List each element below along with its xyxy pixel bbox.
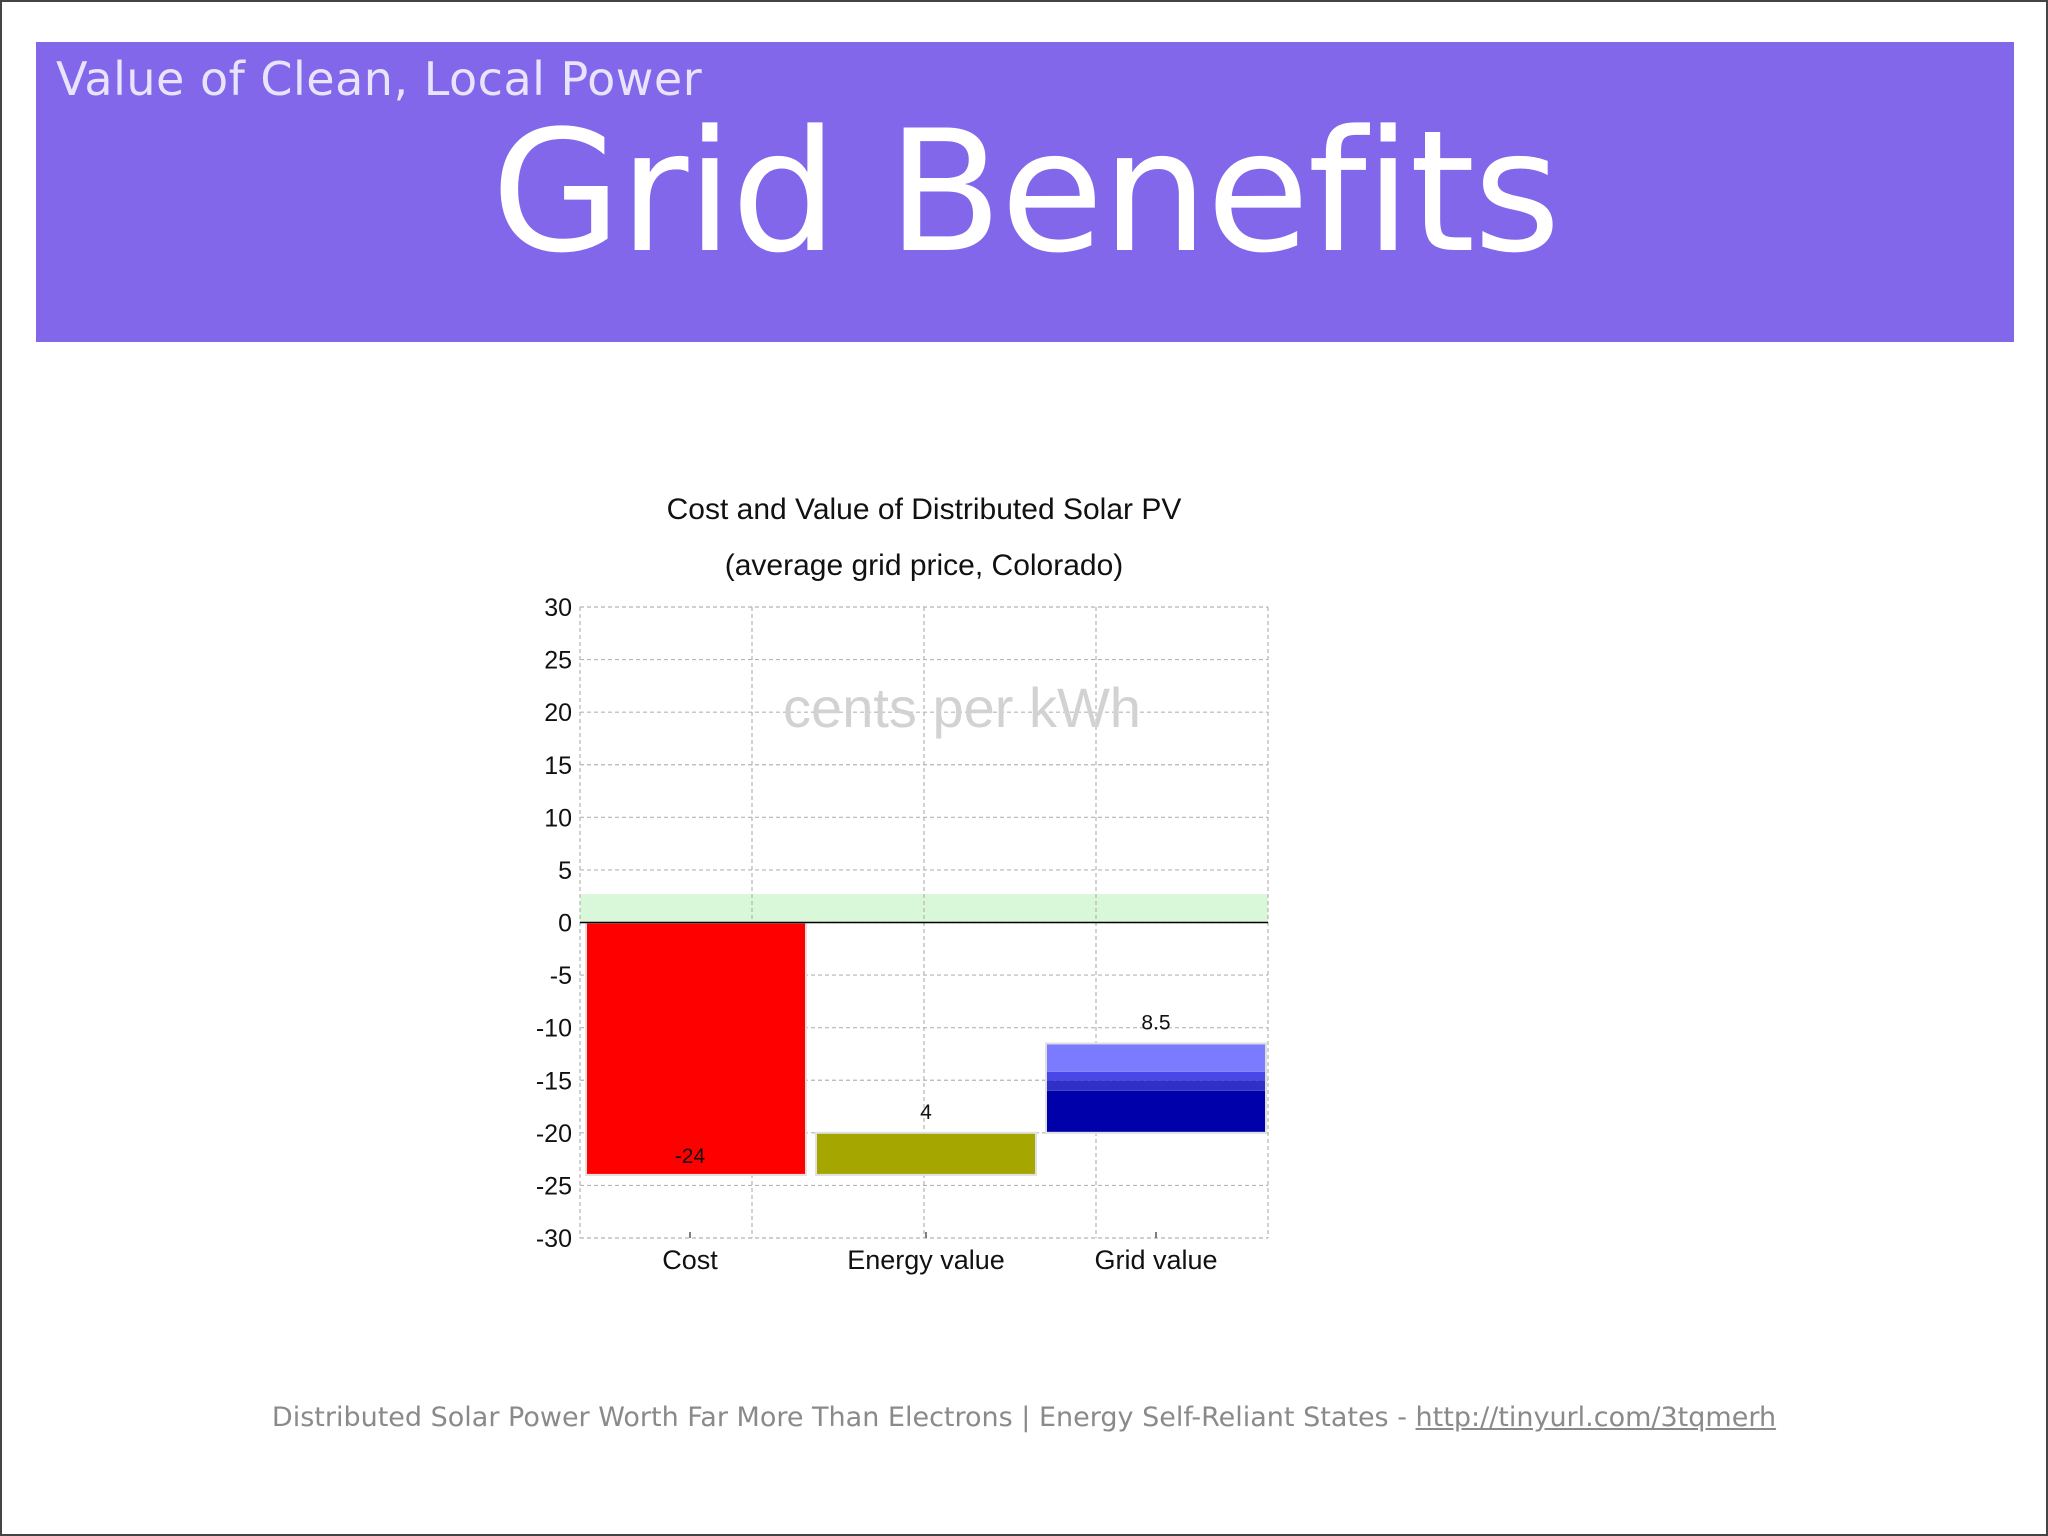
bar-data-label: -24	[675, 1145, 706, 1168]
y-tick-label: -20	[536, 1120, 572, 1148]
x-tick-label: Cost	[662, 1245, 718, 1275]
y-tick-label: 5	[558, 857, 572, 885]
bar-segment-grid-value	[1046, 1080, 1266, 1091]
bar-segment-grid-value	[1046, 1071, 1266, 1081]
bar-energy-value	[815, 1131, 1037, 1176]
footer: Distributed Solar Power Worth Far More T…	[2, 1402, 2046, 1433]
chart-subtitle: (average grid price, Colorado)	[725, 549, 1124, 582]
chart-title: Cost and Value of Distributed Solar PV	[667, 493, 1182, 526]
bar-cost	[585, 921, 807, 1176]
title-banner: Value of Clean, Local Power Grid Benefit…	[36, 42, 2014, 342]
y-tick-label: -30	[536, 1225, 572, 1253]
y-tick-label: -25	[536, 1172, 572, 1200]
y-tick-label: 15	[544, 752, 572, 780]
chart-svg: Cost and Value of Distributed Solar PV (a…	[536, 493, 1269, 1275]
y-tick-label: -15	[536, 1067, 572, 1095]
x-tick-label: Energy value	[847, 1245, 1005, 1275]
slide-kicker: Value of Clean, Local Power	[56, 52, 703, 106]
bar-data-label: 4	[920, 1101, 932, 1124]
bar-segment-grid-value	[1046, 1090, 1266, 1133]
bar-outline-grid-value	[1045, 1042, 1267, 1134]
slide-title: Grid Benefits	[491, 94, 1561, 290]
footer-link[interactable]: http://tinyurl.com/3tqmerh	[1415, 1402, 1777, 1433]
y-tick-label: 20	[544, 699, 572, 727]
y-tick-label: 10	[544, 804, 572, 832]
chart-watermark: cents per kWh	[783, 676, 1141, 739]
bar-data-label: 8.5	[1141, 1011, 1170, 1034]
y-tick-label: 25	[544, 647, 572, 675]
footer-source: Distributed Solar Power Worth Far More T…	[271, 1402, 1416, 1433]
y-tick-label: 0	[558, 910, 572, 938]
y-tick-label: 30	[544, 594, 572, 622]
y-tick-label: -10	[536, 1015, 572, 1043]
bar-segment-grid-value	[1046, 1043, 1266, 1072]
chart: Cost and Value of Distributed Solar PV (a…	[502, 472, 1302, 1292]
y-tick-label: -5	[550, 962, 572, 990]
x-tick-label: Grid value	[1094, 1245, 1217, 1275]
